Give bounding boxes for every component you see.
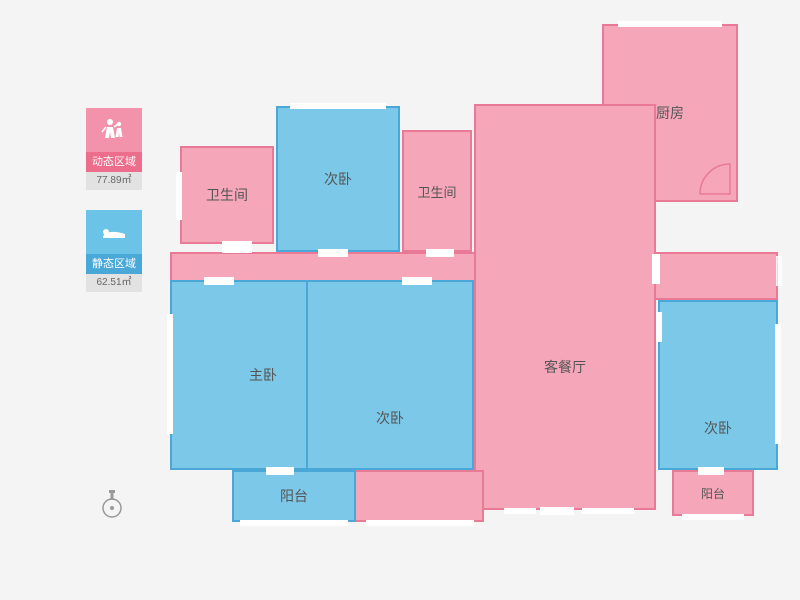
legend-static-value: 62.51㎡	[86, 274, 142, 292]
window	[582, 508, 634, 514]
door-gap	[318, 249, 348, 257]
door-gap	[204, 277, 234, 285]
window	[167, 314, 173, 434]
compass-icon	[96, 488, 128, 520]
legend-static-label: 静态区域	[86, 254, 142, 274]
people-icon	[100, 116, 128, 144]
room-balcony-left-ext	[356, 470, 484, 522]
legend-static-icon-box	[86, 210, 142, 254]
room-bathroom-left-label: 卫生间	[206, 185, 248, 205]
floorplan: 厨房 客餐厅 卫生间 次卧 卫生间 主卧 次卧 次卧 阳台 阳台	[170, 24, 780, 576]
legend-dynamic-label: 动态区域	[86, 152, 142, 172]
room-living-right-ext	[654, 252, 778, 300]
room-bathroom-left: 卫生间	[180, 146, 274, 244]
door-gap	[540, 507, 574, 515]
window	[290, 103, 386, 109]
door-gap	[266, 467, 294, 475]
door-gap	[402, 277, 432, 285]
window	[618, 21, 722, 27]
sleep-icon	[99, 221, 129, 243]
room-bedroom2-right-label: 次卧	[704, 418, 732, 438]
window	[504, 508, 536, 514]
room-bedroom2-mid-label: 次卧	[376, 408, 404, 428]
door-gap	[776, 256, 782, 286]
room-bathroom-mid-label: 卫生间	[417, 182, 456, 201]
door-gap	[426, 249, 454, 257]
room-bedroom2-right: 次卧	[658, 300, 778, 470]
room-kitchen-label: 厨房	[656, 103, 684, 123]
room-balcony-left: 阳台	[232, 470, 356, 522]
room-master-label: 主卧	[249, 365, 277, 385]
room-bathroom-mid: 卫生间	[402, 130, 472, 252]
legend-static: 静态区域 62.51㎡	[78, 210, 150, 292]
window	[240, 520, 348, 526]
room-living: 客餐厅	[474, 104, 656, 510]
room-balcony-right-label: 阳台	[701, 485, 725, 502]
room-living-label: 客餐厅	[544, 357, 586, 377]
room-balcony-right: 阳台	[672, 470, 754, 516]
legend-panel: 动态区域 77.89㎡ 静态区域 62.51㎡	[78, 108, 150, 312]
legend-dynamic-value: 77.89㎡	[86, 172, 142, 190]
window	[775, 324, 781, 444]
door-arc-icon	[698, 162, 732, 196]
door-gap	[656, 312, 662, 342]
door-gap	[652, 254, 660, 284]
window	[366, 520, 474, 526]
window	[682, 514, 744, 520]
room-bedroom2-top: 次卧	[276, 106, 400, 252]
window	[176, 172, 182, 220]
room-balcony-left-label: 阳台	[280, 486, 308, 506]
door-gap	[222, 241, 252, 253]
room-bedroom2-mid: 次卧	[306, 280, 474, 470]
room-bedroom2-top-label: 次卧	[324, 169, 352, 189]
legend-dynamic: 动态区域 77.89㎡	[78, 108, 150, 190]
door-gap	[698, 467, 724, 475]
legend-dynamic-icon-box	[86, 108, 142, 152]
